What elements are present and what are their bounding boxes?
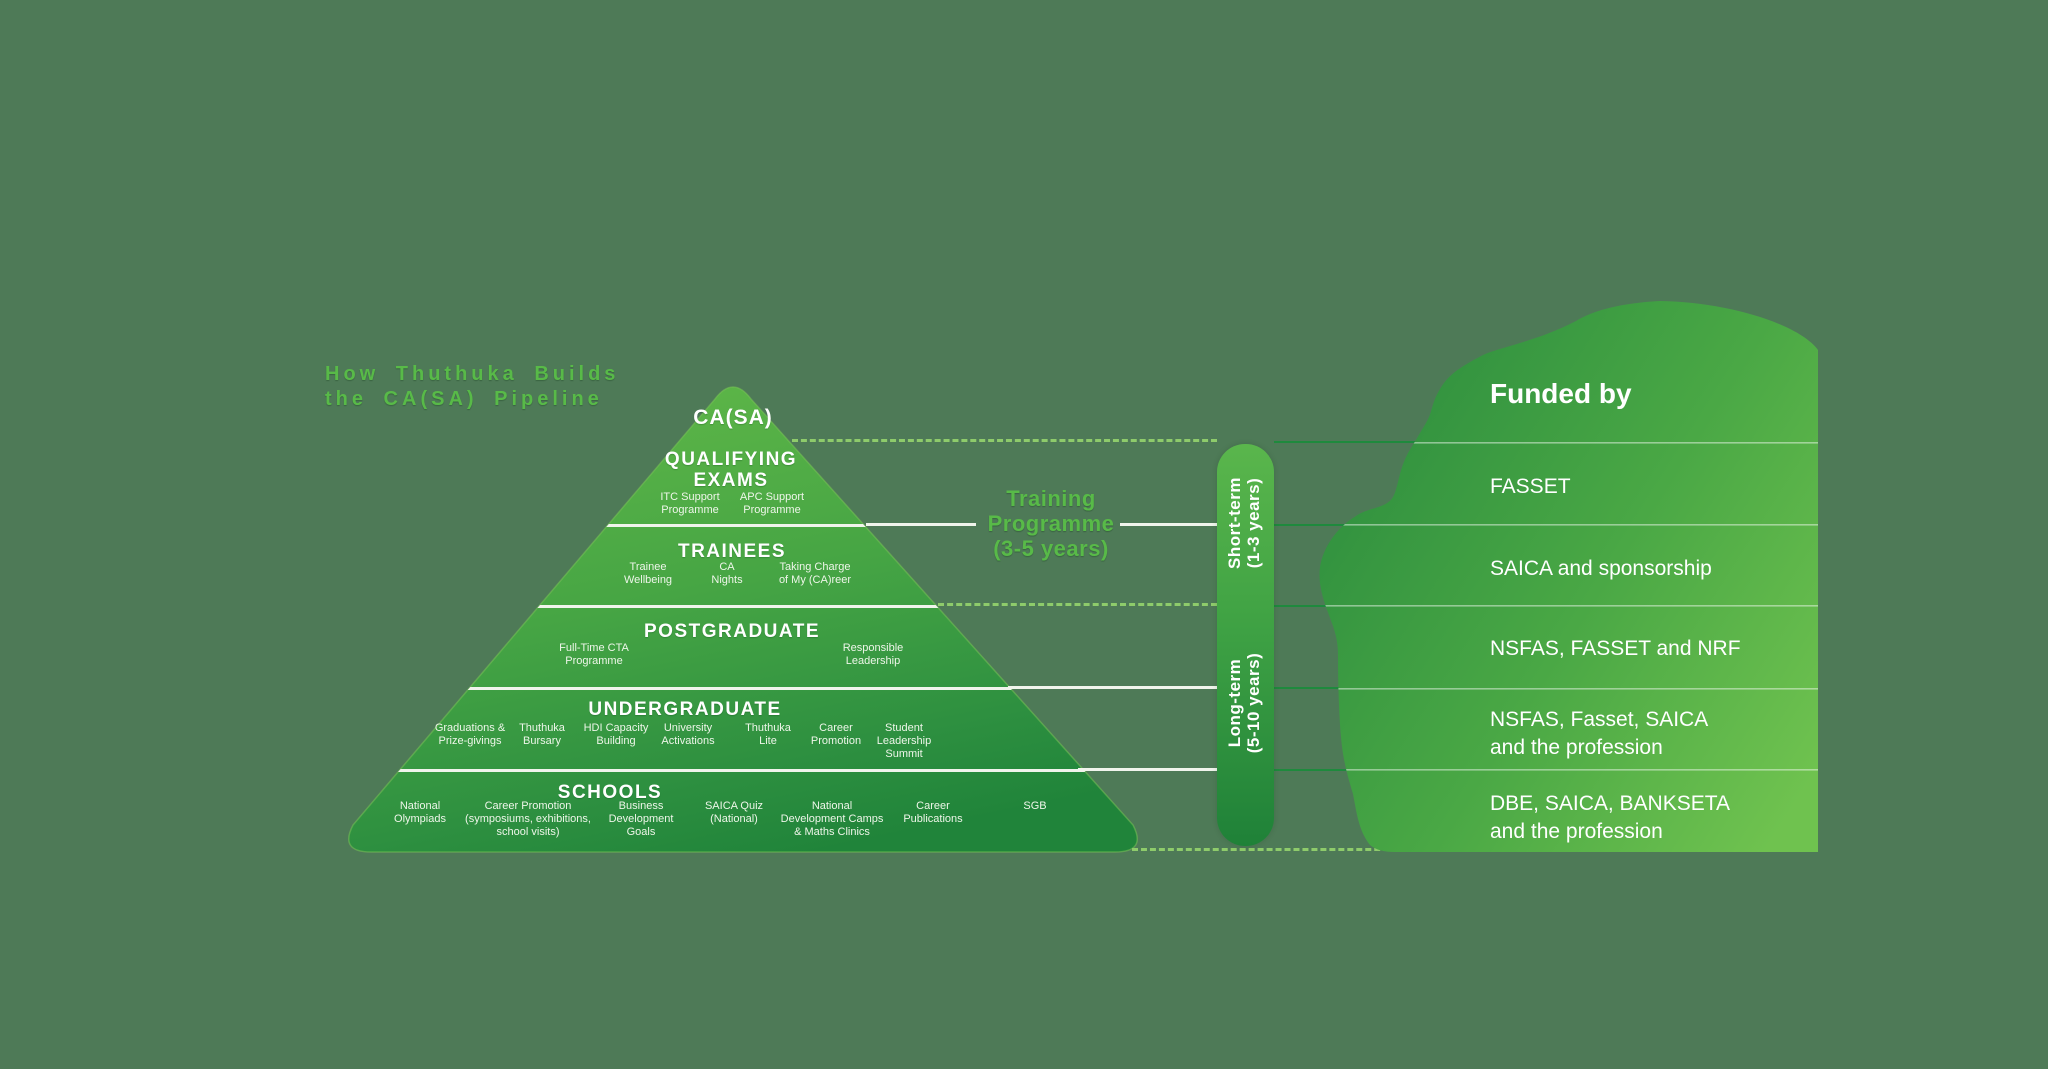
level-item: National Olympiads [394, 800, 446, 825]
funded-row: FASSET [1490, 475, 1571, 498]
level-item: SAICA Quiz (National) [704, 800, 764, 825]
pyramid-level-dividers [348, 524, 1138, 772]
level-heading-casa: CA(SA) [693, 406, 773, 429]
level-item: Career Publications [903, 800, 963, 825]
guide-line-dashed-base [1132, 848, 1452, 851]
level-item: Responsible Leadership [842, 642, 904, 667]
level-item: Thuthuka Lite [745, 722, 791, 747]
funded-by-blob [1319, 301, 1818, 852]
timeline-pill [1217, 444, 1274, 846]
level-item: Career Promotion [810, 722, 862, 747]
connector-line [1274, 605, 1340, 607]
level-item: Taking Charge of My (CA)reer [778, 561, 852, 586]
level-item: HDI Capacity Building [583, 722, 649, 747]
level-item: National Development Camps & Maths Clini… [780, 800, 884, 838]
level-heading-qualifying-exams: QUALIFYING EXAMS [664, 449, 798, 491]
level-item: SGB [1023, 800, 1047, 812]
connector-line [1274, 769, 1360, 771]
connector-line [1274, 441, 1440, 443]
funded-by-heading: Funded by [1490, 378, 1632, 409]
level-heading-schools: SCHOOLS [557, 782, 663, 803]
guide-line-dashed-casa [792, 439, 1217, 442]
funded-by-panel-graphic [1319, 301, 1819, 852]
level-item: University Activations [661, 722, 715, 747]
level-item: Graduations & Prize-givings [434, 722, 506, 747]
level-item: Career Promotion (symposiums, exhibition… [465, 800, 591, 838]
connector-line [1274, 687, 1350, 689]
timeline-long-term-label: Long-term (5-10 years) [1225, 652, 1263, 754]
guide-line-white-qualifying-left [866, 523, 976, 526]
level-item: APC Support Programme [739, 491, 805, 516]
guide-line-white-undergraduate [1078, 768, 1217, 771]
training-programme-label: Training Programme (3-5 years) [987, 486, 1115, 561]
funded-row: NSFAS, FASSET and NRF [1490, 637, 1741, 660]
pyramid-graphic [348, 386, 1138, 853]
funded-row: NSFAS, Fasset, SAICA and the profession [1490, 708, 1709, 759]
pyramid-body [348, 386, 1138, 853]
page-title: How Thuthuka Builds the CA(SA) Pipeline [325, 363, 620, 410]
funded-row: SAICA and sponsorship [1490, 557, 1712, 580]
level-item: ITC Support Programme [660, 491, 720, 516]
level-item: Trainee Wellbeing [623, 561, 673, 586]
guide-line-white-postgraduate [1008, 686, 1217, 689]
level-item: CA Nights [711, 561, 743, 586]
funded-row: DBE, SAICA, BANKSETA and the profession [1490, 792, 1731, 843]
level-heading-trainees: TRAINEES [677, 541, 787, 562]
timeline-short-term-label: Short-term (1-3 years) [1225, 477, 1263, 569]
level-item: Business Development Goals [608, 800, 674, 838]
level-heading-postgraduate: POSTGRADUATE [644, 621, 820, 642]
level-item: Student Leadership Summit [876, 722, 932, 760]
guide-line-dashed-trainees [938, 603, 1217, 606]
level-item: Full-Time CTA Programme [559, 642, 629, 667]
funded-by-row-dividers [1319, 442, 1819, 771]
guide-line-white-qualifying-right [1120, 523, 1217, 526]
level-item: Thuthuka Bursary [519, 722, 565, 747]
level-heading-undergraduate: UNDERGRADUATE [588, 699, 782, 720]
